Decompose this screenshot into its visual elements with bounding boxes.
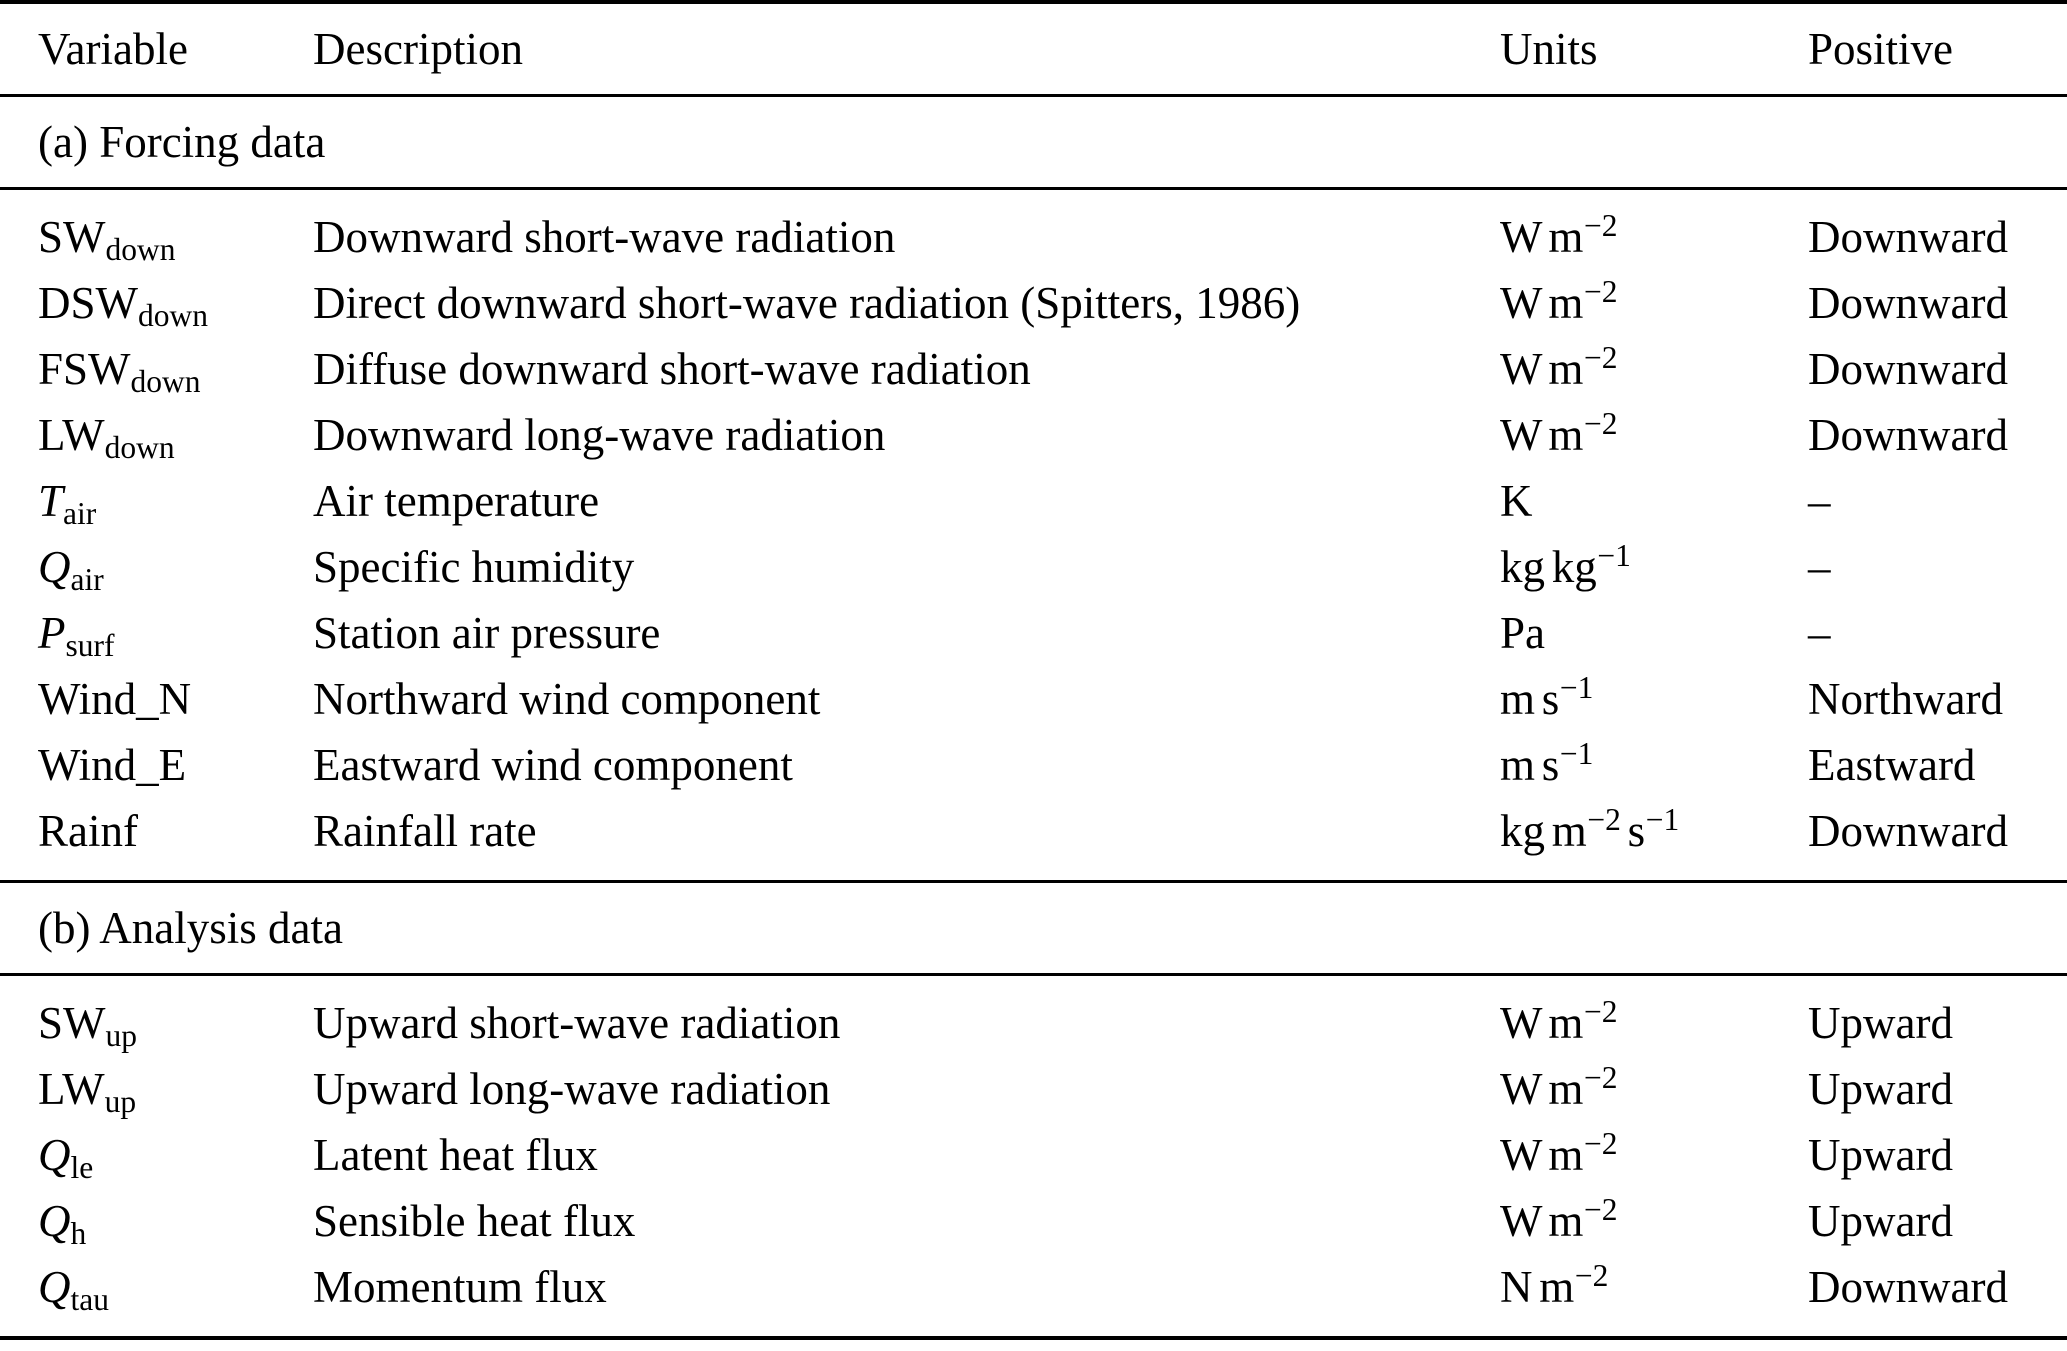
description-cell: Downward long-wave radiation xyxy=(313,410,886,460)
table-row: DSWdown Direct downward short-wave radia… xyxy=(0,270,2067,336)
units-cell: W m−2 xyxy=(1500,993,1618,1048)
description-cell: Momentum flux xyxy=(313,1254,1500,1340)
positive-cell: – xyxy=(1808,476,1831,526)
positive-cell: Upward xyxy=(1808,1130,1953,1180)
variable-cell: DSWdown xyxy=(38,278,208,333)
description-cell: Eastward wind component xyxy=(313,740,793,790)
positive-cell: Downward xyxy=(1808,806,2008,856)
units-cell: m s−1 xyxy=(1500,735,1594,790)
column-header-units: Units xyxy=(1500,0,1808,97)
table-row: LWup Upward long-wave radiation W m−2 Up… xyxy=(0,1056,2067,1122)
table-row: SWup Upward short-wave radiation W m−2 U… xyxy=(0,975,2067,1057)
units-cell: W m−2 xyxy=(1500,339,1618,394)
description-cell: Upward short-wave radiation xyxy=(313,998,841,1048)
description-cell: Specific humidity xyxy=(313,542,635,592)
units-cell: Pa xyxy=(1500,608,1545,658)
table-row: Psurf Station air pressure Pa – xyxy=(0,600,2067,666)
units-cell: W m−2 xyxy=(1500,1191,1618,1246)
variable-cell: Qtau xyxy=(0,1254,313,1340)
column-header-variable: Variable xyxy=(0,0,313,97)
variable-cell: Rainf xyxy=(38,806,138,856)
units-cell: W m−2 xyxy=(1500,273,1618,328)
positive-cell: Downward xyxy=(1808,212,2008,262)
section-title: (b) Analysis data xyxy=(0,880,2067,976)
table-row: FSWdown Diffuse downward short-wave radi… xyxy=(0,336,2067,402)
description-cell: Rainfall rate xyxy=(313,806,537,856)
positive-cell: Downward xyxy=(1808,410,2008,460)
variable-cell: Qair xyxy=(38,542,104,597)
description-cell: Station air pressure xyxy=(313,608,661,658)
section-header-row: (b) Analysis data xyxy=(0,880,2067,976)
variable-cell: LWup xyxy=(38,1064,137,1119)
positive-cell: – xyxy=(1808,608,1831,658)
description-cell: Latent heat flux xyxy=(313,1130,598,1180)
variable-cell: Psurf xyxy=(38,608,115,663)
description-cell: Direct downward short-wave radiation (Sp… xyxy=(313,278,1301,328)
units-cell: W m−2 xyxy=(1500,1125,1618,1180)
table-row: SWdown Downward short-wave radiation W m… xyxy=(0,189,2067,271)
units-cell: K xyxy=(1500,476,1533,526)
description-cell: Upward long-wave radiation xyxy=(313,1064,831,1114)
units-cell: m s−1 xyxy=(1500,669,1594,724)
description-cell: Diffuse downward short-wave radiation xyxy=(313,344,1031,394)
column-header-positive: Positive xyxy=(1808,0,2067,97)
table-row: Qtau Momentum flux N m−2 Downward xyxy=(0,1254,2067,1340)
variable-cell: Tair xyxy=(38,476,97,531)
positive-cell: Downward xyxy=(1808,344,2008,394)
positive-cell: – xyxy=(1808,542,1831,592)
variable-cell: SWdown xyxy=(38,212,176,267)
description-cell: Air temperature xyxy=(313,476,600,526)
variable-cell: Qh xyxy=(38,1196,87,1251)
variable-cell: Qle xyxy=(38,1130,94,1185)
units-cell: W m−2 xyxy=(1500,1059,1618,1114)
variable-cell: Wind_E xyxy=(38,740,187,790)
table-row: Wind_E Eastward wind component m s−1 Eas… xyxy=(0,732,2067,798)
units-cell: kg kg−1 xyxy=(1500,537,1631,592)
positive-cell: Upward xyxy=(1808,1064,1953,1114)
positive-cell: Upward xyxy=(1808,1196,1953,1246)
table-header: Variable Description Units Positive xyxy=(0,0,2067,97)
table-row: Rainf Rainfall rate kg m−2 s−1 Downward xyxy=(0,798,2067,882)
positive-cell: Downward xyxy=(1808,278,2008,328)
variable-cell: SWup xyxy=(38,998,137,1053)
table-row: LWdown Downward long-wave radiation W m−… xyxy=(0,402,2067,468)
variable-cell: LWdown xyxy=(38,410,175,465)
table-body: (a) Forcing data SWdown Downward short-w… xyxy=(0,95,2067,1340)
header-row: Variable Description Units Positive xyxy=(0,0,2067,97)
description-cell: Downward short-wave radiation xyxy=(313,212,896,262)
units-cell: kg m−2 s−1 xyxy=(1500,801,1680,856)
section-header-row: (a) Forcing data xyxy=(0,95,2067,190)
positive-cell: Eastward xyxy=(1808,740,1976,790)
units-cell: W m−2 xyxy=(1500,207,1618,262)
table-row: Wind_N Northward wind component m s−1 No… xyxy=(0,666,2067,732)
description-cell: Northward wind component xyxy=(313,674,821,724)
table-row: Qair Specific humidity kg kg−1 – xyxy=(0,534,2067,600)
column-header-description: Description xyxy=(313,0,1500,97)
section-title: (a) Forcing data xyxy=(0,95,2067,190)
positive-cell: Northward xyxy=(1808,674,2003,724)
variable-cell: Wind_N xyxy=(38,674,192,724)
units-cell: W m−2 xyxy=(1500,405,1618,460)
units-cell: N m−2 xyxy=(1500,1254,1808,1340)
variable-cell: FSWdown xyxy=(38,344,201,399)
positive-cell: Downward xyxy=(1808,1254,2067,1340)
table-row: Qle Latent heat flux W m−2 Upward xyxy=(0,1122,2067,1188)
positive-cell: Upward xyxy=(1808,998,1953,1048)
table-row: Tair Air temperature K – xyxy=(0,468,2067,534)
description-cell: Sensible heat flux xyxy=(313,1196,636,1246)
table-row: Qh Sensible heat flux W m−2 Upward xyxy=(0,1188,2067,1254)
